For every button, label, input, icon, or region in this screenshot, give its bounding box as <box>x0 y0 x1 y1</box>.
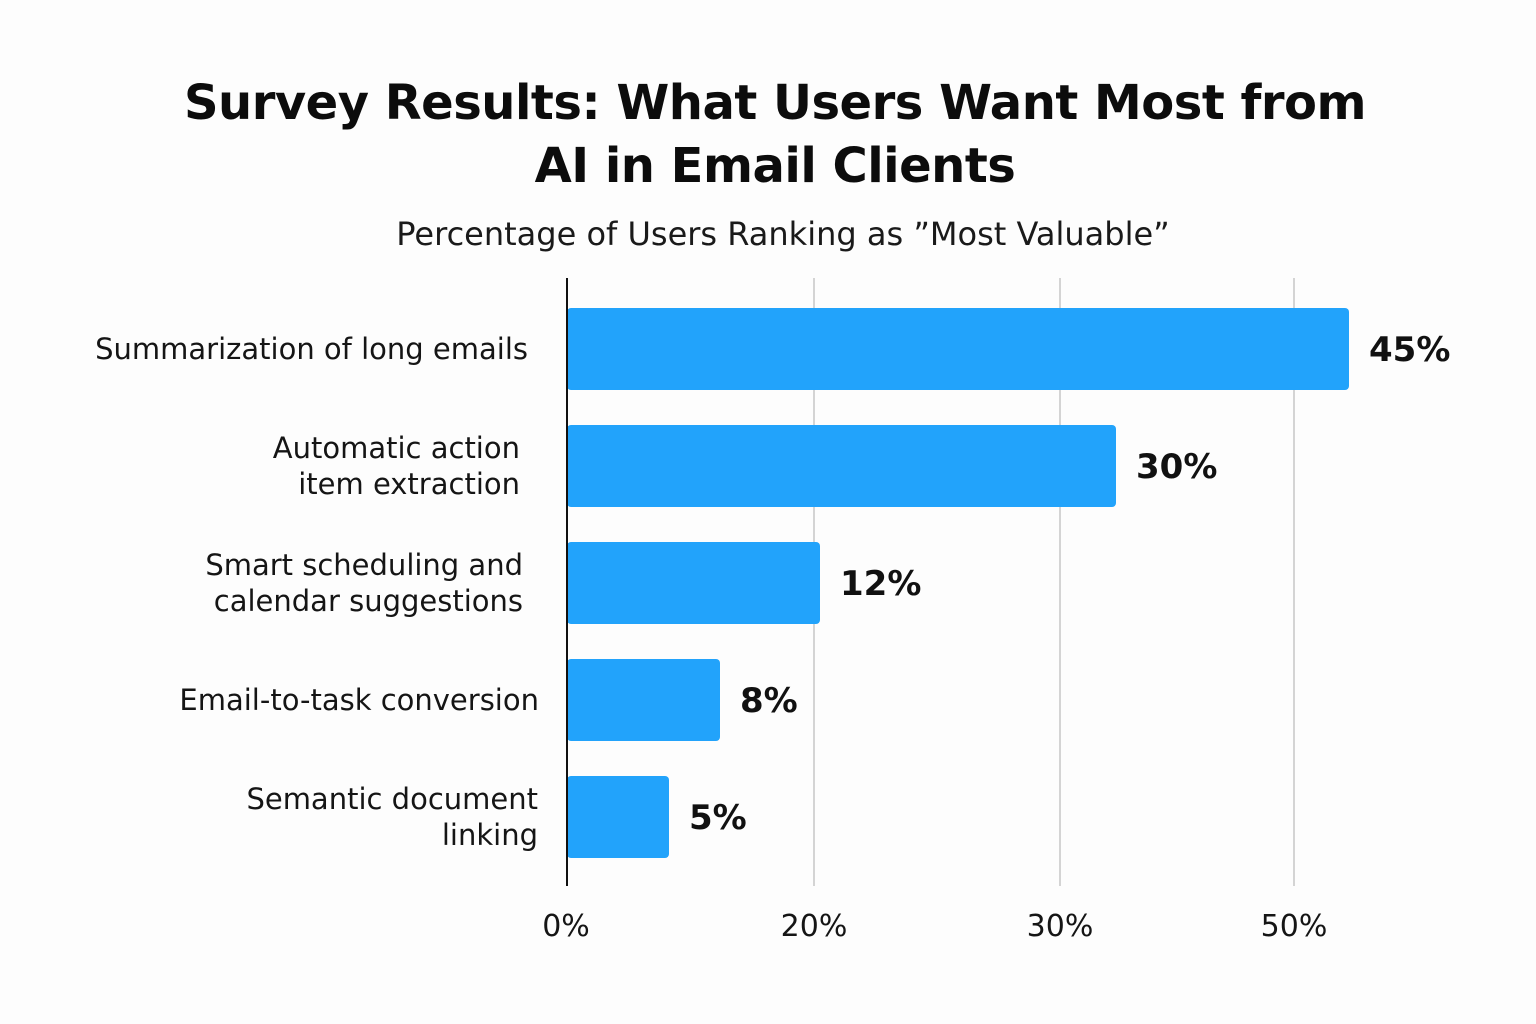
category-label: Semantic document <box>246 782 538 816</box>
category-label: calendar suggestions <box>214 584 523 618</box>
x-tick-label: 0% <box>542 909 590 944</box>
data-label: 45% <box>1369 330 1450 370</box>
chart-title-line-2: AI in Email Clients <box>534 138 1016 194</box>
data-label: 5% <box>689 798 747 838</box>
data-label: 30% <box>1136 447 1217 487</box>
bar <box>567 425 1116 507</box>
data-label: 8% <box>740 681 798 721</box>
bar <box>567 776 669 858</box>
category-label: Automatic action <box>273 431 520 465</box>
bar <box>567 308 1349 390</box>
x-tick-label: 30% <box>1027 909 1094 944</box>
x-tick-labels: 0% 20% 30% 50% <box>542 909 1327 944</box>
category-label: item extraction <box>298 467 520 501</box>
chart-subtitle: Percentage of Users Ranking as ”Most Val… <box>396 215 1170 253</box>
category-label: Summarization of long emails <box>95 332 528 366</box>
x-tick-label: 20% <box>781 909 848 944</box>
bar <box>567 542 820 624</box>
x-tick-label: 50% <box>1261 909 1328 944</box>
data-label: 12% <box>840 564 921 604</box>
chart-title: Survey Results: What Users Want Most fro… <box>0 72 1536 198</box>
chart-title-line-1: Survey Results: What Users Want Most fro… <box>183 75 1367 131</box>
bar <box>567 659 720 741</box>
category-label: Smart scheduling and <box>205 548 523 582</box>
bars <box>567 308 1349 858</box>
category-label: Email-to-task conversion <box>179 683 539 717</box>
value-labels: 45% 30% 12% 8% 5% <box>689 330 1450 838</box>
category-label: linking <box>442 818 538 852</box>
category-labels: Summarization of long emails Automatic ac… <box>95 332 539 852</box>
